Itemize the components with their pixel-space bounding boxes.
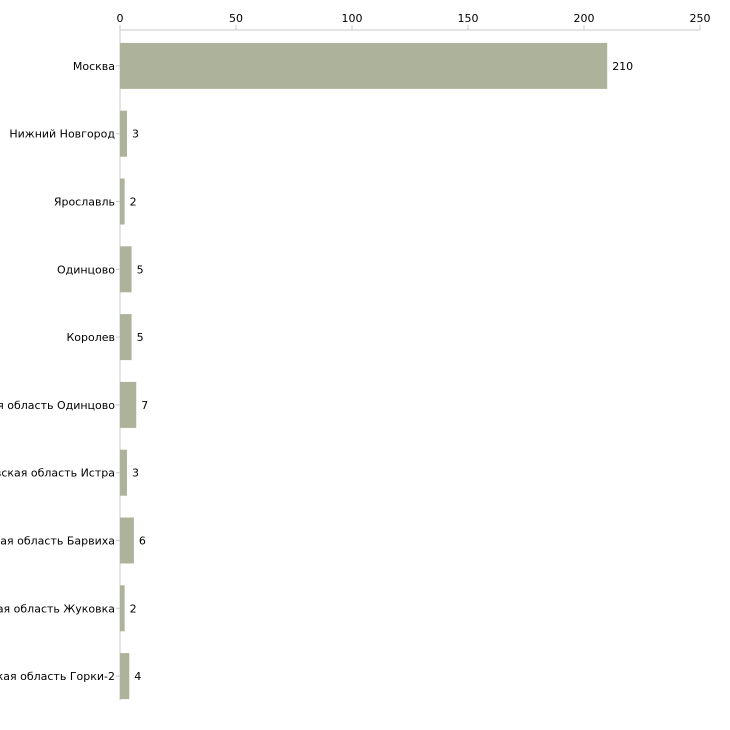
category-label: Московская область Одинцово [0,399,115,412]
data-label: 2 [130,196,137,209]
x-tick-label: 150 [458,12,479,25]
category-labels: Москва Нижний Новгород Ярославль Одинцово Ко… [0,60,115,683]
data-label: 210 [612,60,633,73]
bar [120,517,134,564]
category-label: Московская область Барвиха [0,535,115,548]
x-tick-label: 100 [342,12,363,25]
bar [120,246,132,293]
y-axis [116,30,121,700]
data-label: 5 [137,263,144,276]
category-label: Московская область Жуковка [0,602,115,615]
category-label: Московская область Горки-2 [0,670,115,683]
data-labels: 210 3 2 5 5 7 3 6 2 4 [130,60,634,683]
bar [120,178,125,225]
x-axis: 0 50 100 150 200 250 [117,12,711,31]
data-label: 3 [132,467,139,480]
bar [120,381,137,428]
category-label: Одинцово [57,263,115,276]
x-tick-label: 250 [690,12,711,25]
bar [120,42,608,89]
bar [120,449,127,496]
data-label: 2 [130,602,137,615]
data-label: 3 [132,128,139,141]
data-label: 4 [134,670,141,683]
data-label: 7 [141,399,148,412]
x-tick-label: 200 [574,12,595,25]
bar [120,585,125,632]
category-label: Москва [73,60,115,73]
category-label: Королев [66,331,115,344]
bars-group [120,42,608,700]
x-tick-label: 0 [117,12,124,25]
category-label: Ярославль [54,196,115,209]
bar [120,653,130,700]
category-label: Нижний Новгород [9,128,115,141]
category-label: Московская область Истра [0,467,115,480]
data-label: 5 [137,331,144,344]
bar [120,110,127,157]
x-tick-label: 50 [229,12,243,25]
bar [120,314,132,361]
data-label: 6 [139,535,146,548]
